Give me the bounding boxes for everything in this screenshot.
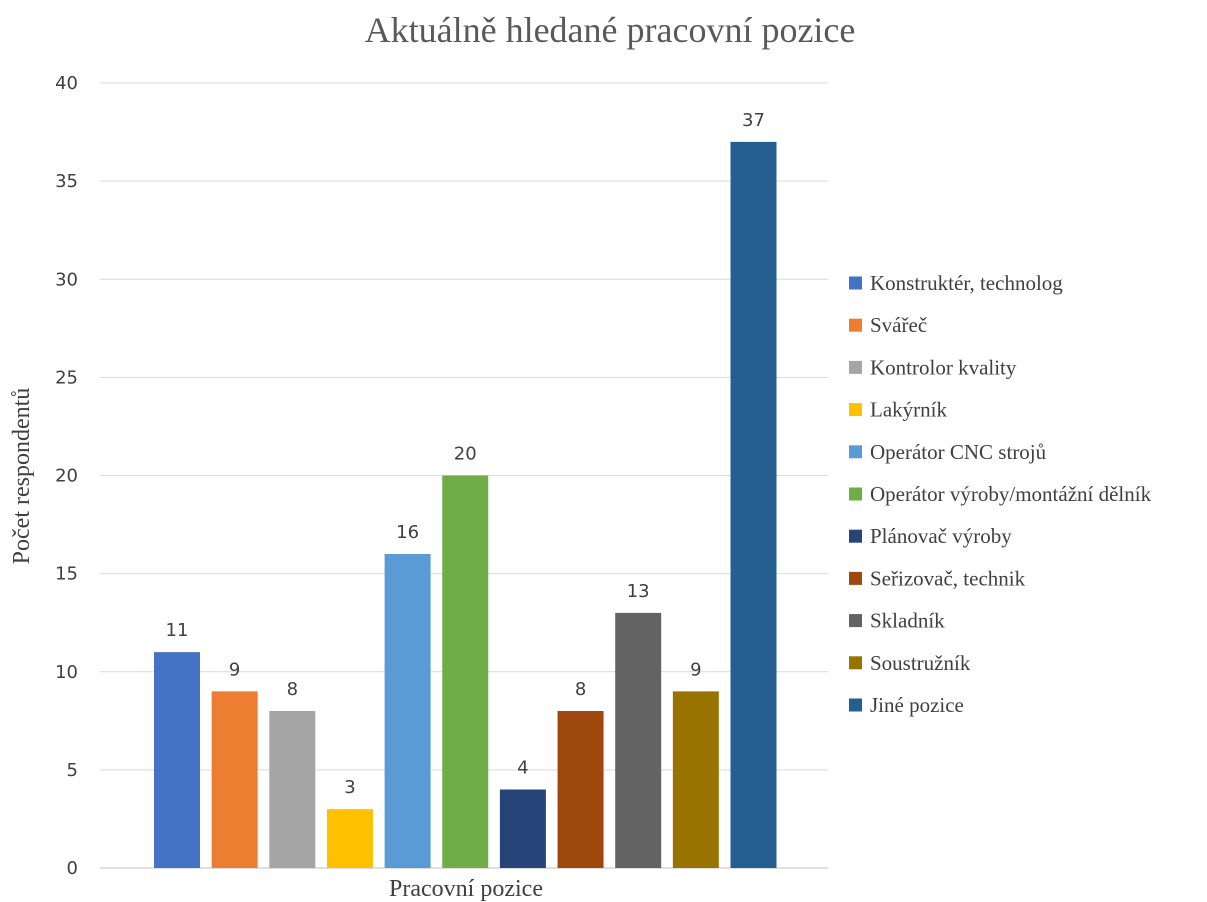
data-label: 37 xyxy=(742,110,765,131)
legend-swatch xyxy=(849,403,862,417)
data-label: 9 xyxy=(229,659,240,680)
y-tick-label: 10 xyxy=(55,662,78,683)
data-label: 20 xyxy=(454,444,477,465)
legend-label: Konstruktér, technolog xyxy=(870,271,1063,295)
legend-label: Svářeč xyxy=(870,313,927,337)
y-tick-label: 25 xyxy=(55,367,78,388)
y-tick-label: 15 xyxy=(55,564,78,585)
bar xyxy=(326,809,373,868)
y-tick-label: 0 xyxy=(67,858,78,879)
legend-swatch xyxy=(849,571,862,585)
bar xyxy=(615,612,662,868)
data-labels: 11 9 8 3 16 20 4 8 13 9 37 xyxy=(166,110,765,798)
legend-label: Operátor výroby/montážní dělník xyxy=(870,482,1152,506)
data-label: 8 xyxy=(575,679,586,700)
x-axis-title: Pracovní pozice xyxy=(389,876,543,902)
data-label: 3 xyxy=(344,777,355,798)
chart-title: Aktuálně hledané pracovní pozice xyxy=(365,10,856,50)
data-label: 16 xyxy=(396,522,419,543)
y-tick-label: 5 xyxy=(67,760,78,781)
legend-swatch xyxy=(849,698,862,712)
legend-swatch xyxy=(849,318,862,332)
legend-label: Operátor CNC strojů xyxy=(870,440,1047,464)
bar xyxy=(154,652,200,868)
legend-swatch xyxy=(849,445,862,459)
y-tick-label: 20 xyxy=(55,466,78,487)
legend-label: Seřizovač, technik xyxy=(870,566,1026,590)
bar xyxy=(384,554,431,868)
legend-label: Skladník xyxy=(870,609,945,633)
data-label: 9 xyxy=(690,659,701,680)
data-label: 11 xyxy=(166,620,189,641)
bar xyxy=(211,691,258,868)
y-tick-label: 40 xyxy=(55,73,78,94)
y-axis-ticks: 0 5 10 15 20 25 30 35 40 xyxy=(55,73,78,879)
bar xyxy=(442,475,489,868)
legend-label: Jiné pozice xyxy=(870,693,964,717)
y-tick-label: 30 xyxy=(55,269,78,290)
bar xyxy=(730,141,777,868)
bar xyxy=(557,711,604,868)
bar xyxy=(269,711,316,868)
data-label: 8 xyxy=(287,679,298,700)
legend-label: Soustružník xyxy=(870,651,971,675)
legend: Konstruktér, technolog Svářeč Kontrolor kv… xyxy=(849,271,1152,717)
bar xyxy=(672,691,719,868)
bars xyxy=(154,141,777,868)
legend-swatch xyxy=(849,487,862,501)
y-axis-title: Počet respondentů xyxy=(9,388,35,565)
legend-swatch xyxy=(849,360,862,374)
legend-swatch xyxy=(849,276,862,290)
legend-swatch xyxy=(849,614,862,628)
legend-swatch xyxy=(849,656,862,670)
legend-label: Lakýrník xyxy=(870,398,947,422)
bar xyxy=(499,789,546,868)
legend-label: Plánovač výroby xyxy=(870,524,1012,548)
legend-label: Kontrolor kvality xyxy=(870,355,1017,379)
legend-swatch xyxy=(849,529,862,543)
data-label: 4 xyxy=(517,758,528,779)
data-label: 13 xyxy=(627,581,650,602)
y-tick-label: 35 xyxy=(55,171,78,192)
